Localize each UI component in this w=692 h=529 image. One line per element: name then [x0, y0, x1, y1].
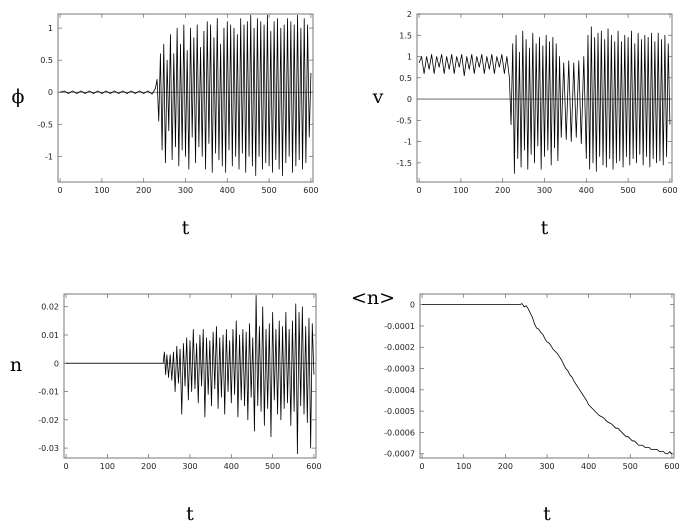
- chart-mean-n-x-tick-label: 0: [420, 462, 425, 471]
- chart-mean-n-x-tick-label: 500: [623, 462, 638, 471]
- chart-n-y-axis-label: n: [10, 354, 22, 376]
- chart-mean-n-x-tick-label: 400: [581, 462, 596, 471]
- chart-n-x-tick-label: 400: [224, 462, 239, 471]
- chart-n-y-tick-label: -0.03: [38, 444, 59, 453]
- chart-phi-x-tick-label: 400: [220, 186, 235, 195]
- chart-mean-n-y-tick-label: -0.0007: [384, 450, 415, 459]
- chart-mean-n-y-tick-label: -0.0002: [384, 343, 415, 352]
- chart-phi-y-tick-label: -0.5: [37, 120, 53, 129]
- chart-v-x-tick-label: 600: [662, 186, 677, 195]
- chart-panel-n: 0 100 200 300 400 500 600 -0.03 -0.02 -0.01 0 0.01 0…: [10, 293, 322, 525]
- chart-phi-y-axis-label: ϕ: [12, 86, 25, 108]
- chart-phi-x-tick-label: 100: [94, 186, 109, 195]
- chart-panel-mean-n: 0 100 200 300 400 500 600 -0.0007 -0.0006 -0.0005…: [351, 287, 680, 525]
- chart-mean-n-frame: [419, 293, 675, 459]
- chart-mean-n-series-line: [422, 303, 673, 455]
- chart-n-x-tick-label: 500: [265, 462, 280, 471]
- chart-mean-n-x-axis-label: t: [543, 503, 551, 525]
- chart-v-y-tick-label: -0.5: [396, 116, 412, 125]
- chart-v-y-tick-label: 1.5: [399, 31, 412, 40]
- chart-v-x-axis-label: t: [541, 217, 549, 239]
- chart-v-y-tick-label: -1: [404, 138, 412, 147]
- chart-mean-n-y-tick-label: -0.0001: [384, 322, 415, 331]
- chart-v-x-tick-label: 300: [537, 186, 552, 195]
- chart-mean-n-x-tick-label: 100: [456, 462, 471, 471]
- chart-v-x-tick-label: 200: [495, 186, 510, 195]
- chart-n-x-tick-label: 300: [182, 462, 197, 471]
- chart-mean-n-y-tick-label: -0.0005: [384, 407, 415, 416]
- chart-v-x-tick-label: 400: [579, 186, 594, 195]
- chart-phi-y-tick-label: 0: [48, 88, 53, 97]
- chart-n-y-tick-label: 0.01: [41, 331, 59, 340]
- chart-phi-x-axis-label: t: [182, 217, 190, 239]
- chart-mean-n-y-axis-label: <n>: [351, 287, 395, 309]
- chart-n-x-tick-label: 0: [64, 462, 69, 471]
- chart-n-y-tick-label: -0.01: [38, 388, 59, 397]
- chart-phi-y-tick-label: -1: [45, 152, 53, 161]
- chart-v-y-tick-label: 2: [407, 10, 412, 19]
- chart-phi-x-tick-label: 0: [58, 186, 63, 195]
- chart-phi-y-tick-label: 1: [48, 24, 53, 33]
- chart-v-y-tick-label: 0.5: [399, 74, 412, 83]
- chart-n-y-tick-label: 0.02: [41, 303, 59, 312]
- chart-phi-x-tick-label: 300: [178, 186, 193, 195]
- chart-n-series-line: [66, 295, 315, 455]
- chart-phi-x-tick-label: 500: [261, 186, 276, 195]
- chart-phi-x-tick-label: 600: [303, 186, 318, 195]
- chart-phi-x-tick-label: 200: [136, 186, 151, 195]
- chart-n-y-tick-label: 0: [54, 359, 59, 368]
- chart-mean-n-x-tick-label: 300: [539, 462, 554, 471]
- chart-mean-n-x-tick-label: 200: [498, 462, 513, 471]
- chart-v-x-tick-label: 500: [620, 186, 635, 195]
- chart-mean-n-x-tick-label: 600: [664, 462, 679, 471]
- chart-v-series-line: [418, 26, 671, 174]
- chart-n-x-tick-label: 200: [141, 462, 156, 471]
- chart-v-x-tick-label: 0: [417, 186, 422, 195]
- chart-panel-phi: 0 100 200 300 400 500 600 -1 -0.5 0 0.5 1 ϕ t: [12, 13, 319, 239]
- chart-n-x-axis-label: t: [186, 503, 194, 525]
- chart-mean-n-y-tick-label: -0.0003: [384, 365, 415, 374]
- chart-mean-n-y-tick-label: -0.0006: [384, 428, 415, 437]
- chart-panel-v: 0 100 200 300 400 500 600 -1.5 -1 -0.5 0 0.5 1 1.5 2 v t: [372, 10, 678, 239]
- chart-v-y-tick-label: -1.5: [396, 159, 412, 168]
- chart-n-y-tick-label: -0.02: [38, 416, 59, 425]
- chart-v-x-tick-label: 100: [453, 186, 468, 195]
- chart-mean-n-y-tick-label: -0.0004: [384, 386, 415, 395]
- chart-v-y-axis-label: v: [372, 86, 384, 108]
- chart-n-x-tick-label: 600: [306, 462, 321, 471]
- chart-v-y-tick-label: 0: [407, 95, 412, 104]
- chart-v-y-tick-label: 1: [407, 53, 412, 62]
- chart-mean-n-y-tick-label: 0: [410, 301, 415, 310]
- chart-phi-series-line: [59, 14, 312, 176]
- chart-n-x-tick-label: 100: [100, 462, 115, 471]
- chart-phi-y-tick-label: 0.5: [40, 56, 53, 65]
